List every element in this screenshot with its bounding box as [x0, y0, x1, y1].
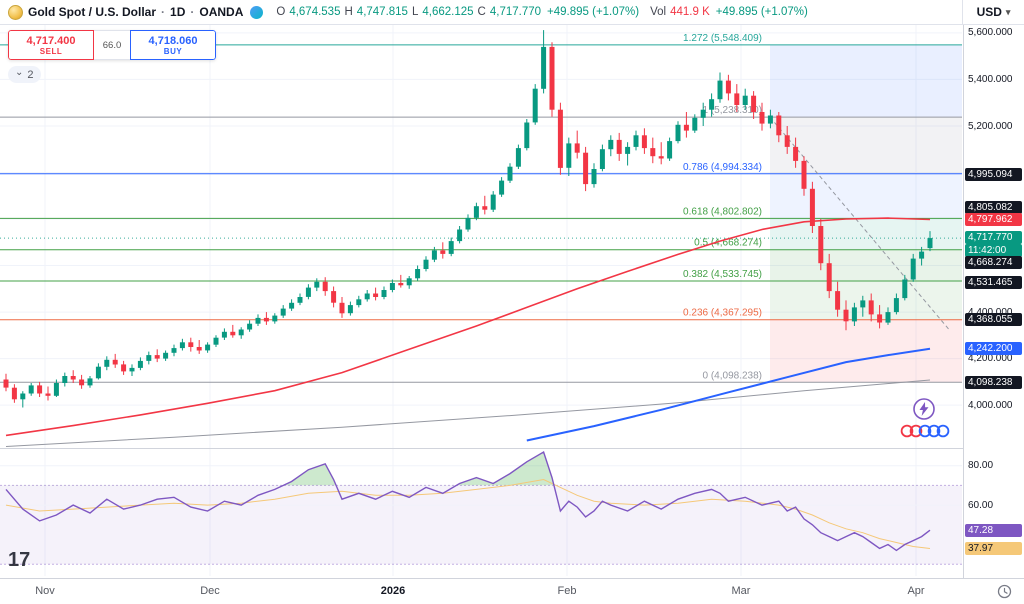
- time-axis-label: Apr: [907, 585, 925, 597]
- change-value: +49.895 (+1.07%): [547, 6, 640, 18]
- rsi-axis-label: 80.00: [968, 460, 994, 472]
- price-axis-label: 5,200.000: [968, 120, 1013, 132]
- fib-level-label: 0.5 (4,668.274): [694, 238, 762, 249]
- price-axis-tag: 4,797.962: [965, 212, 1022, 226]
- volume-value: 441.9 K: [670, 6, 710, 18]
- fib-level-label: 0.786 (4,994.334): [683, 162, 762, 173]
- interval-button[interactable]: 1D: [170, 5, 186, 19]
- price-axis-tag: 4,995.094: [965, 167, 1022, 181]
- price-axis-tag: 4,098.238: [965, 375, 1022, 389]
- price-axis-tag: 4,531.465: [965, 275, 1022, 289]
- rsi-axis-label: 60.00: [968, 499, 994, 511]
- rsi-axis-tag: 37.97: [965, 542, 1022, 555]
- ohlc-readout: O 4,674.535 H 4,747.815 L 4,662.125 C 4,717.…: [276, 6, 639, 18]
- price-axis-tag: 4,805.082: [965, 200, 1022, 214]
- chart-area[interactable]: 1.272 (5,548.409) 1 (5,238.310) 0.786 (4,9…: [0, 25, 1024, 604]
- time-axis-label: Nov: [35, 585, 55, 597]
- time-axis-label: Feb: [557, 585, 577, 597]
- low-value: 4,662.125: [422, 6, 474, 18]
- fib-level-label: 1 (5,238.310): [703, 105, 763, 116]
- separator-dot: ·: [161, 5, 166, 19]
- close-value: 4,717.770: [489, 6, 542, 18]
- price-axis-tag: 4,368.055: [965, 312, 1022, 326]
- rsi-ma-line[interactable]: [5, 478, 931, 549]
- sell-price: 4,717.400: [26, 34, 76, 47]
- exchange-button[interactable]: OANDA: [199, 5, 244, 19]
- broker-rings-icon[interactable]: [900, 423, 952, 444]
- fib-level-label: 0.236 (4,367.295): [683, 308, 762, 319]
- chevron-down-icon: ▾: [1005, 6, 1011, 17]
- volume-label: Vol: [650, 6, 667, 18]
- spread-value: 66.0: [94, 30, 130, 60]
- time-axis-label: Mar: [731, 585, 751, 597]
- timezone-clock-icon[interactable]: [997, 584, 1012, 602]
- high-label: H: [344, 6, 353, 18]
- fib-level-label: 0.618 (4,802.802): [683, 206, 762, 217]
- collapsed-indicators-pill[interactable]: ⌄ 2: [8, 66, 41, 83]
- high-value: 4,747.815: [356, 6, 408, 18]
- blue-ma-line[interactable]: [526, 347, 931, 442]
- bar-countdown-label: 11:42:00: [965, 243, 1022, 257]
- fib-level-label: 0.382 (4,533.745): [683, 269, 762, 280]
- close-label: C: [477, 6, 486, 18]
- gold-instrument-icon: [8, 4, 23, 20]
- exchange-logo-icon: [250, 5, 264, 19]
- open-label: O: [276, 6, 286, 18]
- fib-retracement-drawing[interactable]: 1.272 (5,548.409) 1 (5,238.310) 0.786 (4,9…: [0, 33, 962, 383]
- price-axis-label: 4,400.000: [968, 306, 1013, 319]
- fib-level-label: 1.272 (5,548.409): [683, 33, 762, 44]
- fib-level-label: 0 (4,098.238): [703, 370, 763, 381]
- open-value: 4,674.535: [289, 6, 341, 18]
- separator-dot: ·: [190, 5, 195, 19]
- top-toolbar: Gold Spot / U.S. Dollar · 1D · OANDA O 4,…: [0, 0, 1024, 25]
- rsi-line[interactable]: [5, 450, 931, 552]
- currency-selector[interactable]: USD ▾: [962, 0, 1024, 24]
- time-axis[interactable]: Nov Dec 2026 Feb Mar Apr: [0, 578, 1024, 604]
- buy-label: BUY: [163, 46, 183, 56]
- currency-value: USD: [976, 5, 1002, 19]
- quick-trade-lightning-icon[interactable]: [912, 397, 936, 426]
- candlestick-series[interactable]: [3, 30, 933, 408]
- gray-trend-line[interactable]: [5, 379, 931, 447]
- time-axis-label: Dec: [200, 585, 220, 597]
- price-axis-label: 5,400.000: [968, 73, 1013, 85]
- price-axis-label: 4,200.000: [968, 353, 1013, 365]
- indicator-count: 2: [27, 68, 34, 81]
- price-axis-label: 4,000.000: [968, 399, 1013, 411]
- rsi-pane[interactable]: [0, 450, 962, 565]
- volume-change: +49.895 (+1.07%): [715, 6, 808, 18]
- price-axis-tag: 4,668.274: [965, 255, 1022, 269]
- sell-button[interactable]: 4,717.400 SELL: [8, 30, 94, 60]
- low-label: L: [411, 6, 419, 18]
- tradingview-watermark: 17: [8, 549, 31, 571]
- price-axis[interactable]: 5,600.000 5,400.000 5,200.000 4,400.000 4,20…: [963, 25, 1024, 578]
- trade-widget: 4,717.400 SELL 66.0 4,718.060 BUY: [8, 30, 216, 60]
- sell-label: SELL: [39, 46, 63, 56]
- chart-canvas[interactable]: 1.272 (5,548.409) 1 (5,238.310) 0.786 (4,9…: [0, 25, 963, 578]
- volume-readout: Vol 441.9 K +49.895 (+1.07%): [650, 6, 808, 18]
- price-axis-tag: 4,242.200: [965, 341, 1022, 355]
- buy-button[interactable]: 4,718.060 BUY: [130, 30, 216, 60]
- symbol-title[interactable]: Gold Spot / U.S. Dollar: [28, 5, 157, 19]
- price-axis-label: 5,600.000: [968, 27, 1013, 39]
- chevron-down-icon: ⌄: [15, 67, 24, 78]
- rsi-axis-tag: 47.28: [965, 523, 1022, 537]
- price-axis-tag: 4,717.770: [965, 230, 1022, 244]
- time-axis-label: 2026: [380, 585, 406, 597]
- buy-price: 4,718.060: [148, 34, 198, 47]
